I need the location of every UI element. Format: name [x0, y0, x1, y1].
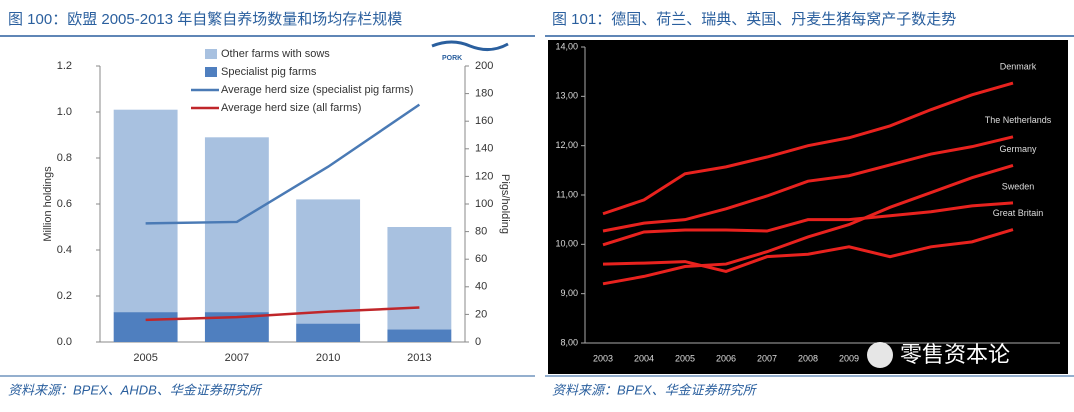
y-tick-label: 0.8: [57, 152, 72, 164]
x-tick-label: 2008: [798, 353, 818, 363]
x-tick-label: 2013: [407, 352, 431, 364]
y2-tick-label: 160: [475, 115, 493, 127]
y-tick-label: 10,00: [555, 239, 578, 249]
legend-label: Average herd size (specialist pig farms): [221, 84, 413, 96]
plot-background: [548, 40, 1068, 374]
bar: [113, 109, 178, 313]
line: [602, 81, 1014, 216]
y-tick-label: 12,00: [555, 140, 578, 150]
y-tick-label: 8,00: [560, 337, 578, 347]
line: [145, 306, 420, 322]
y-tick-label: 0.6: [57, 198, 72, 210]
x-tick-label: 2005: [133, 352, 157, 364]
watermark: 零售资本论: [900, 342, 1010, 367]
bar: [296, 323, 361, 342]
series-label: Denmark: [1000, 61, 1037, 71]
y-axis-label: Million holdings: [42, 166, 54, 242]
bar: [204, 137, 269, 313]
y-tick-label: 9,00: [560, 288, 578, 298]
legend-swatch: [205, 49, 217, 59]
legend-label: Other farms with sows: [221, 48, 330, 60]
y-tick-label: 1.2: [57, 60, 72, 72]
series-label: Germany: [999, 144, 1037, 154]
x-tick-label: 2005: [675, 353, 695, 363]
y2-tick-label: 200: [475, 60, 493, 72]
chart-title: 图 101：德国、荷兰、瑞典、英国、丹麦生猪每窝产子数走势: [552, 10, 956, 28]
x-tick-label: 2004: [634, 353, 654, 363]
line: [602, 135, 1014, 233]
x-tick-label: 2007: [757, 353, 777, 363]
line: [602, 201, 1014, 247]
y2-tick-label: 60: [475, 253, 487, 265]
y-tick-label: 14,00: [555, 41, 578, 51]
y2-tick-label: 20: [475, 308, 487, 320]
logo-wave: [431, 40, 509, 51]
x-tick-label: 2006: [716, 353, 736, 363]
y2-tick-label: 100: [475, 198, 493, 210]
logo: PORK: [442, 55, 462, 62]
legend-label: Specialist pig farms: [221, 66, 317, 78]
y-tick-label: 0.4: [57, 244, 72, 256]
y2-tick-label: 140: [475, 143, 493, 155]
y2-axis-label: Pigs/holding: [499, 174, 511, 234]
x-tick-label: 2009: [839, 353, 859, 363]
y-tick-label: 11,00: [556, 189, 578, 199]
x-tick-label: 2003: [593, 353, 613, 363]
legend-swatch: [205, 67, 217, 77]
y-tick-label: 1.0: [57, 106, 72, 118]
line: [602, 163, 1014, 286]
legend-label: Average herd size (all farms): [221, 102, 361, 114]
y2-tick-label: 40: [475, 281, 487, 293]
series-label: Great Britain: [993, 208, 1044, 218]
bar: [296, 199, 361, 324]
bar: [113, 312, 178, 342]
line: [602, 228, 1014, 274]
source: 资料来源：BPEX、华金证券研究所: [552, 382, 758, 397]
y2-tick-label: 80: [475, 226, 487, 238]
y2-tick-label: 0: [475, 336, 481, 348]
series-label: The Netherlands: [985, 115, 1052, 125]
source: 资料来源：BPEX、AHDB、华金证券研究所: [8, 382, 263, 397]
x-tick-label: 2010: [316, 352, 340, 364]
line: [145, 103, 421, 225]
y2-tick-label: 180: [475, 88, 493, 100]
y2-tick-label: 120: [475, 170, 493, 182]
y-tick-label: 0.0: [57, 336, 72, 348]
series-label: Sweden: [1002, 181, 1035, 191]
x-tick-label: 2007: [225, 352, 249, 364]
chart-title: 图 100：欧盟 2005-2013 年自繁自养场数量和场均存栏规模: [8, 11, 402, 28]
bar: [387, 329, 452, 342]
y-tick-label: 0.2: [57, 290, 72, 302]
y-tick-label: 13,00: [555, 91, 578, 101]
watermark-icon: [867, 342, 893, 368]
bar: [387, 227, 452, 330]
